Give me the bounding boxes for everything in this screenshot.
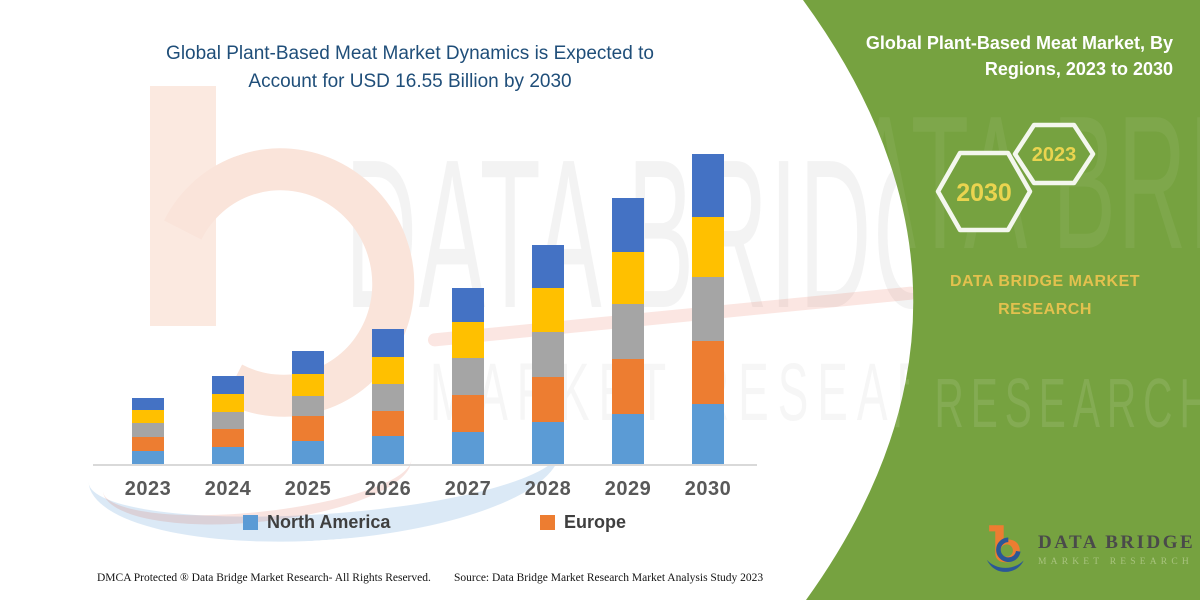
bar-segment [452, 288, 484, 323]
chart-title-line2: Account for USD 16.55 Billion by 2030 [248, 71, 572, 92]
bar-segment [212, 429, 244, 448]
brand-wordmark: DATA BRIDGE MARKET RESEARCH [920, 268, 1170, 324]
x-axis-label-2023: 2023 [124, 478, 172, 500]
x-axis-label-2029: 2029 [604, 478, 652, 500]
brand-wordmark-line2: RESEARCH [998, 301, 1092, 318]
bar-segment [612, 359, 644, 414]
bar-segment [532, 332, 564, 377]
bar-segment [292, 440, 324, 464]
bar-segment [132, 423, 164, 438]
legend-item-europe: Europe [540, 512, 626, 533]
bar-2028 [532, 245, 564, 464]
legend-label-europe: Europe [564, 512, 627, 532]
bar-segment [612, 414, 644, 464]
bar-segment [372, 435, 404, 464]
bar-segment [132, 450, 164, 464]
bar-segment [452, 322, 484, 359]
company-logo: DATA BRIDGE MARKET RESEARCH [983, 522, 1195, 576]
bar-segment [292, 415, 324, 441]
bar-segment [692, 154, 724, 217]
bar-segment [372, 356, 404, 385]
x-axis-label-2024: 2024 [204, 478, 252, 500]
bar-segment [692, 276, 724, 341]
bar-segment [372, 329, 404, 357]
bar-2027 [452, 288, 484, 464]
bar-2024 [212, 375, 244, 464]
bar-segment [212, 411, 244, 430]
bar-segment [692, 216, 724, 277]
hexagon-years-graphic: 2030 2023 [935, 122, 1096, 233]
company-logo-name: DATA BRIDGE [1038, 531, 1196, 553]
bar-segment [452, 431, 484, 464]
legend-swatch-europe [540, 515, 555, 530]
watermark-logo-stem [150, 86, 216, 326]
bar-segment [132, 437, 164, 451]
bar-segment [692, 340, 724, 404]
bar-segment [532, 376, 564, 423]
bar-2030 [692, 154, 724, 464]
bar-segment [452, 394, 484, 432]
chart-title: Global Plant-Based Meat Market Dynamics … [70, 40, 750, 96]
chart-title-line1: Global Plant-Based Meat Market Dynamics … [166, 43, 654, 64]
bar-segment [612, 198, 644, 253]
x-axis-label-2026: 2026 [364, 478, 412, 500]
x-axis-line [93, 464, 757, 466]
bar-segment [212, 394, 244, 412]
bar-segment [372, 410, 404, 436]
bar-segment [532, 288, 564, 333]
bar-segment [212, 375, 244, 395]
bar-2023 [132, 397, 164, 464]
right-panel-title: Global Plant-Based Meat Market, By Regio… [813, 30, 1173, 82]
right-panel-title-line2: Regions, 2023 to 2030 [984, 59, 1173, 79]
bar-segment [292, 374, 324, 396]
company-logo-icon [986, 525, 1024, 572]
bar-segment [132, 409, 164, 424]
right-panel-title-line1: Global Plant-Based Meat Market, By [865, 33, 1173, 53]
bar-segment [692, 404, 724, 464]
bar-segment [532, 422, 564, 464]
footer-dmca-text: DMCA Protected ® Data Bridge Market Rese… [97, 572, 431, 584]
x-axis-label-2030: 2030 [684, 478, 732, 500]
x-axis-label-2028: 2028 [524, 478, 572, 500]
footer-source-text: Source: Data Bridge Market Research Mark… [454, 572, 764, 584]
bar-segment [452, 358, 484, 395]
x-axis-label-2027: 2027 [444, 478, 492, 500]
brand-wordmark-line1: DATA BRIDGE MARKET [949, 273, 1141, 290]
bar-segment [292, 395, 324, 416]
legend-swatch-north-america [243, 515, 258, 530]
bar-segment [372, 384, 404, 411]
bar-segment [132, 397, 164, 410]
hexagon-small [1012, 122, 1096, 186]
bar-segment [612, 252, 644, 304]
bar-segment [212, 447, 244, 464]
hexagon-year-2030: 2030 [956, 179, 1012, 207]
bar-segment [532, 245, 564, 289]
legend-label-north-america: North America [267, 512, 391, 532]
hexagon-year-2023: 2023 [1032, 144, 1077, 166]
hexagon-large [935, 150, 1033, 233]
bar-2029 [612, 198, 644, 464]
bar-2025 [292, 350, 324, 464]
bar-2026 [372, 329, 404, 464]
legend-item-north-america: North America [243, 512, 390, 533]
x-axis-label-2025: 2025 [284, 478, 332, 500]
company-logo-subtitle: MARKET RESEARCH [1038, 556, 1193, 567]
bar-segment [292, 350, 324, 375]
bar-segment [612, 304, 644, 359]
